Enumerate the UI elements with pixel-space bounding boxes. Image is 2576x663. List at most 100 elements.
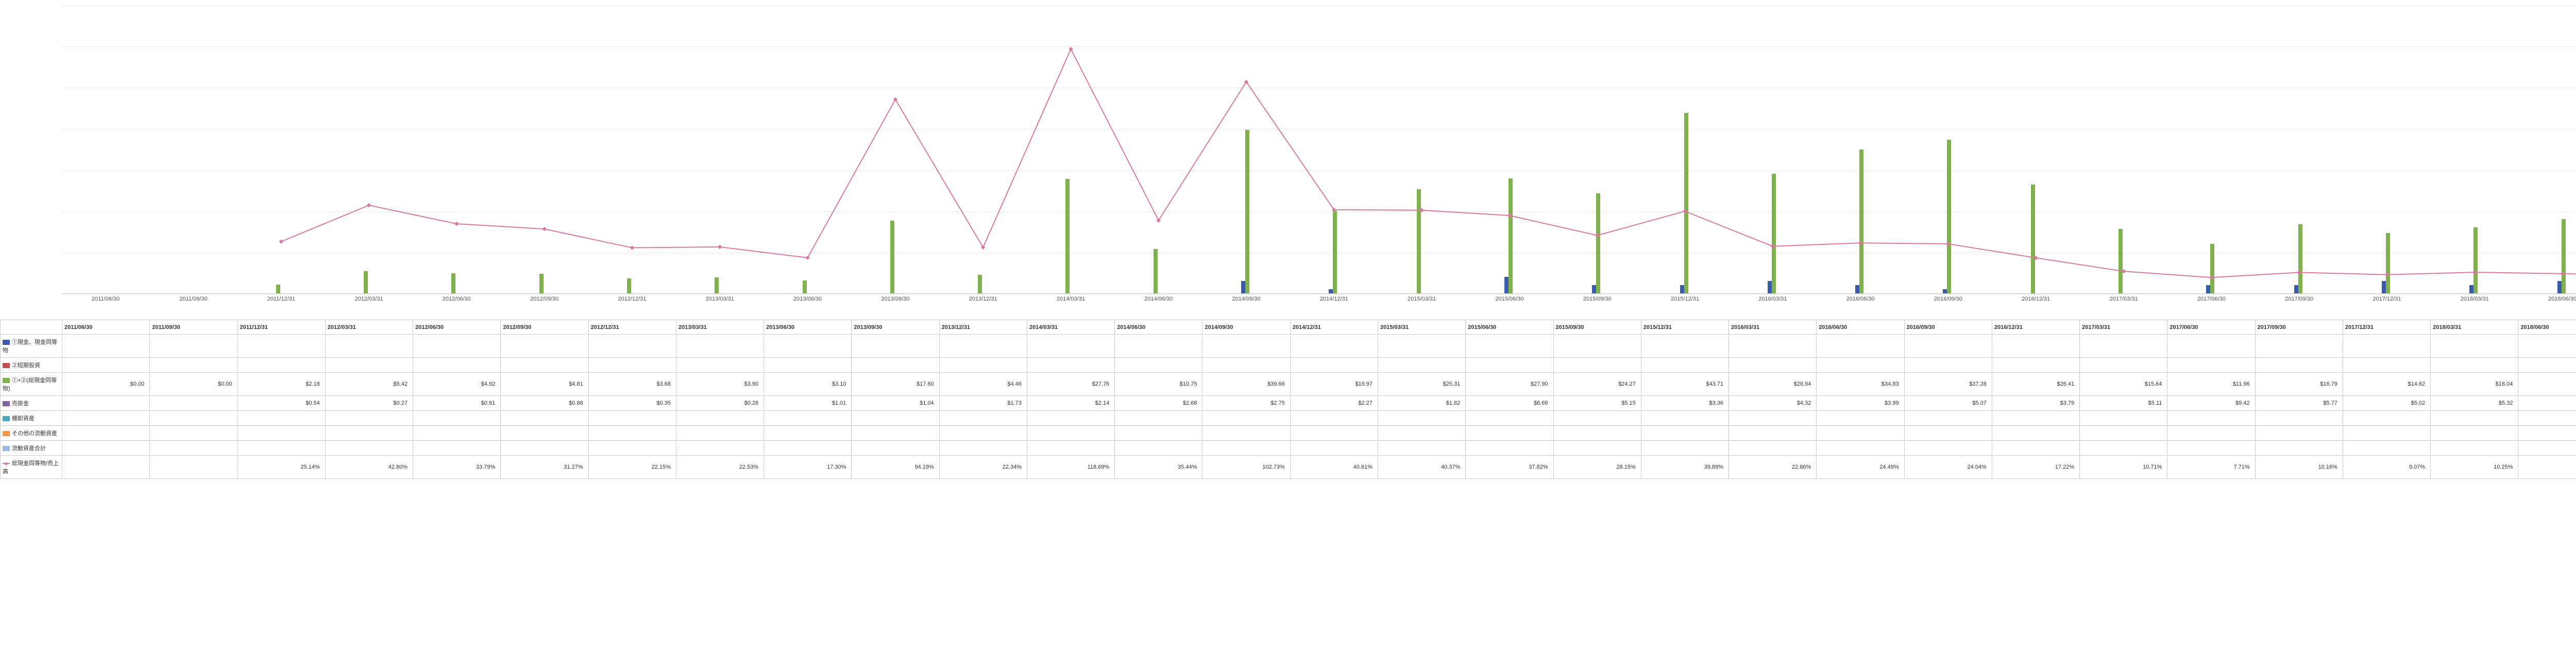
data-cell: $0.00 (62, 373, 150, 396)
data-cell (62, 335, 150, 358)
data-cell: $5.32 (2431, 396, 2518, 411)
data-cell (939, 426, 1027, 441)
data-cell (413, 426, 501, 441)
data-cell (2167, 335, 2255, 358)
data-cell (1641, 335, 1728, 358)
x-tick: 2018/03/31 (2461, 296, 2489, 302)
col-header: 2013/06/30 (764, 320, 852, 335)
line-marker (1946, 242, 1950, 246)
data-cell: $5.11 (2080, 396, 2167, 411)
data-cell (150, 335, 238, 358)
line-marker (2472, 270, 2477, 274)
data-cell: $0.00 (150, 373, 238, 396)
data-cell: $17.95 (2518, 373, 2576, 396)
col-header: 2012/03/31 (325, 320, 413, 335)
table-header-row: 2011/06/302011/09/302011/12/312012/03/31… (1, 320, 2576, 335)
data-cell (1202, 358, 1290, 373)
legend-line-swatch (3, 463, 10, 464)
data-cell (852, 411, 939, 426)
data-cell (2167, 411, 2255, 426)
data-cell (1115, 358, 1202, 373)
line-marker (805, 256, 809, 260)
data-cell (676, 335, 764, 358)
table-row: ①+②(総現金同等物)$0.00$0.00$2.18$5.42$4.92$4.8… (1, 373, 2576, 396)
data-cell: $5.42 (325, 373, 413, 396)
data-cell (1817, 411, 1904, 426)
data-cell (2343, 441, 2430, 456)
data-cell: $0.28 (676, 396, 764, 411)
legend-swatch (3, 431, 10, 436)
data-cell: $39.66 (1202, 373, 1290, 396)
x-axis: 2011/06/302011/09/302011/12/312012/03/31… (62, 294, 2576, 314)
data-cell (150, 441, 238, 456)
data-cell: $5.15 (1553, 396, 1641, 411)
data-cell: 17.30% (764, 456, 852, 479)
chart-area: $0$10$20$30$40$50$60$700.00%20.00%40.00%… (62, 5, 2576, 314)
data-cell (852, 335, 939, 358)
data-cell: $11.96 (2167, 373, 2255, 396)
row-header: 棚卸資産 (1, 411, 62, 426)
line-marker (981, 245, 985, 250)
data-cell: 22.86% (1729, 456, 1817, 479)
col-header: 2016/12/31 (1992, 320, 2079, 335)
row-header: 売掛金 (1, 396, 62, 411)
data-cell: 25.14% (238, 456, 325, 479)
line-marker (542, 227, 546, 231)
row-header: ①現金、現金同等物 (1, 335, 62, 358)
table-row: ①現金、現金同等物①現金、現金同等物 (1, 335, 2576, 358)
data-cell (238, 358, 325, 373)
data-cell (413, 358, 501, 373)
data-cell (852, 441, 939, 456)
data-cell (2518, 426, 2576, 441)
data-cell: $2.68 (1115, 396, 1202, 411)
data-cell (1641, 441, 1728, 456)
data-cell (62, 358, 150, 373)
x-tick: 2014/03/31 (1057, 296, 1085, 302)
data-table: 2011/06/302011/09/302011/12/312012/03/31… (0, 320, 2576, 479)
col-header: 2014/03/31 (1027, 320, 1114, 335)
data-cell (501, 358, 588, 373)
data-cell (2431, 441, 2518, 456)
data-cell (2518, 411, 2576, 426)
data-cell: $0.88 (501, 396, 588, 411)
data-cell: $3.90 (676, 373, 764, 396)
corner-cell (1, 320, 62, 335)
data-cell: 94.19% (852, 456, 939, 479)
data-cell (1466, 411, 1553, 426)
data-cell (676, 358, 764, 373)
data-cell (588, 335, 676, 358)
data-cell: $10.75 (1115, 373, 1202, 396)
data-cell: $15.64 (2080, 373, 2167, 396)
data-cell: $4.46 (939, 373, 1027, 396)
data-cell: 10.71% (2080, 456, 2167, 479)
data-cell: $28.94 (1729, 373, 1817, 396)
x-tick: 2011/12/31 (267, 296, 295, 302)
line-marker (2209, 275, 2213, 279)
data-cell (1115, 426, 1202, 441)
table-row: 棚卸資産棚卸資産 (1, 411, 2576, 426)
data-cell (1553, 426, 1641, 441)
data-cell (501, 335, 588, 358)
data-cell (62, 396, 150, 411)
data-cell: $3.36 (1641, 396, 1728, 411)
x-tick: 2013/09/30 (881, 296, 909, 302)
data-cell (1817, 426, 1904, 441)
data-cell (501, 441, 588, 456)
x-tick: 2016/06/30 (1846, 296, 1875, 302)
data-cell: $1.01 (764, 396, 852, 411)
data-cell (1027, 335, 1114, 358)
data-cell (2080, 426, 2167, 441)
col-header: 2017/03/31 (2080, 320, 2167, 335)
x-tick: 2017/03/31 (2110, 296, 2138, 302)
data-cell (150, 411, 238, 426)
data-cell: $37.28 (1904, 373, 1992, 396)
table-row: その他の流動資産その他の流動資産 (1, 426, 2576, 441)
data-cell (501, 411, 588, 426)
data-cell (150, 396, 238, 411)
data-cell (1466, 358, 1553, 373)
data-cell: $5.77 (2255, 396, 2343, 411)
data-cell: 39.89% (1641, 456, 1728, 479)
x-tick: 2012/12/31 (618, 296, 646, 302)
data-cell (325, 411, 413, 426)
data-cell (939, 441, 1027, 456)
